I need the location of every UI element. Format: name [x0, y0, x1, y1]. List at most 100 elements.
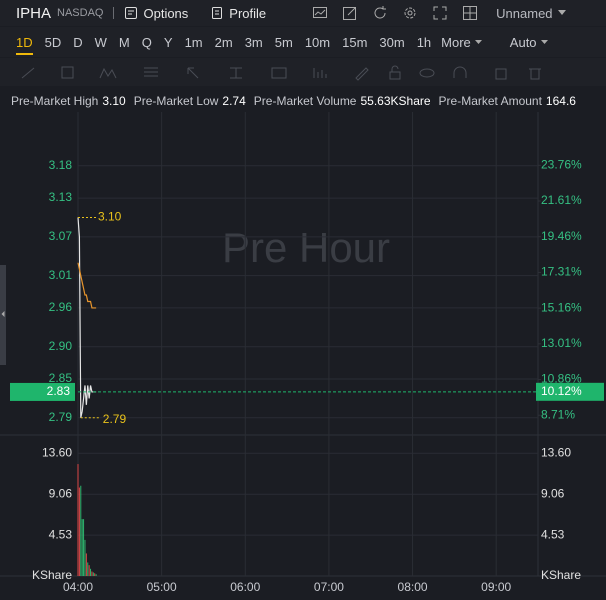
volume-unit: KShare [541, 568, 581, 582]
volume-unit: KShare [32, 568, 72, 582]
interval[interactable]: 30m [379, 35, 405, 50]
volume-bar [87, 562, 89, 576]
separator [113, 7, 115, 19]
drawing-toolbar [0, 58, 606, 86]
last-price-box [10, 382, 75, 401]
volume-bar [80, 485, 82, 576]
y2-tick-label: 21.61% [541, 193, 582, 207]
stat-label: Pre-Market Low [133, 94, 219, 108]
volume-bar [84, 539, 86, 576]
interval[interactable]: M [118, 35, 130, 50]
y2-tick-label: 8.71% [541, 407, 575, 421]
profile-icon [212, 7, 223, 19]
layout-icon[interactable] [462, 5, 478, 21]
volume-bar [83, 519, 85, 576]
y-tick-label: 2.96 [49, 300, 73, 314]
fullscreen-icon[interactable] [432, 5, 448, 21]
x-tick-label: 04:00 [63, 580, 93, 594]
scale-menu[interactable]: Auto [510, 35, 548, 50]
low-label: 2.79 [103, 412, 127, 426]
side-handle-arrow [1, 311, 5, 317]
price-line [77, 217, 97, 418]
stat-label: Pre-Market Amount [438, 94, 542, 108]
y2-tick-label: 15.16% [541, 300, 582, 314]
watermark: Pre Hour [222, 224, 390, 271]
stat-value: 164.6 [545, 94, 576, 108]
y-tick-label: 3.01 [49, 268, 73, 282]
y-tick-label: 2.90 [49, 339, 73, 353]
settings-icon[interactable] [402, 5, 418, 21]
interval[interactable]: Q [141, 35, 152, 50]
volume-bar [90, 568, 92, 576]
y-tick-label: 3.07 [49, 229, 73, 243]
dropdown-arrow [540, 39, 548, 44]
price-line [77, 262, 97, 309]
interval[interactable]: W [94, 35, 107, 50]
symbol[interactable]: IPHA [16, 4, 52, 22]
stat-value: 2.74 [222, 94, 246, 108]
header-icons [312, 5, 478, 21]
y2-tick-label: 4.53 [541, 527, 565, 541]
last-change-label: 10.12% [541, 384, 582, 398]
y-tick-label: 13.60 [42, 445, 72, 459]
interval[interactable]: 5m [274, 35, 293, 50]
interval[interactable]: Y [163, 35, 173, 50]
stat-label: Pre-Market High [11, 94, 99, 108]
x-tick-label: 05:00 [147, 580, 177, 594]
layout-name: Unnamed [496, 5, 553, 21]
volume-bar [88, 565, 90, 576]
stat-value: 3.10 [102, 94, 126, 108]
y2-tick-label: 23.76% [541, 157, 582, 171]
interval[interactable]: 3m [244, 35, 263, 50]
y-tick-label: 2.79 [49, 410, 73, 424]
high-label: 3.10 [98, 210, 122, 224]
stats-list: Pre-Market High 3.10 Pre-Market Low 2.74 Pre… [11, 94, 580, 108]
edit-icon[interactable] [342, 5, 358, 21]
scale-label: Auto [509, 34, 537, 50]
options-icon [125, 7, 138, 19]
volume-bar [94, 573, 96, 576]
volume-bar [85, 553, 87, 576]
interval[interactable]: 5D [44, 35, 62, 50]
header-bar: IPHA NASDAQ Options Profile Unnamed [0, 0, 606, 26]
interval[interactable]: 15m [342, 35, 368, 50]
chart-icon[interactable] [312, 5, 328, 21]
chart: Pre Hour 04:00 05:00 06:00 07:00 08:00 09:00 3… [0, 112, 606, 594]
stat-value: 55.63KShare [360, 94, 431, 108]
interval[interactable]: D [73, 35, 83, 50]
exchange: NASDAQ [57, 7, 104, 19]
volume-bar [91, 571, 93, 576]
volume-bar [81, 519, 83, 576]
y2-tick-label: 13.60 [541, 445, 571, 459]
x-tick-label: 08:00 [398, 580, 428, 594]
layout-select[interactable]: Unnamed [496, 5, 566, 21]
more-menu[interactable]: More [441, 35, 482, 50]
y-tick-label: 2.85 [49, 371, 73, 385]
more-label: More [441, 34, 471, 50]
interval[interactable]: 1h [416, 35, 432, 50]
x-tick-label: 06:00 [230, 580, 260, 594]
y2-tick-label: 19.46% [541, 229, 582, 243]
volume-bar [92, 572, 94, 576]
interval-list: 1D 5D D W M Q Y 1m 2m 3m 5m 10m 15m 30m 1h [16, 29, 431, 55]
interval[interactable]: 2m [214, 35, 233, 50]
interval-bar: 1D 5D D W M Q Y 1m 2m 3m 5m 10m 15m 30m 1h More Auto [0, 27, 606, 57]
drawing-tools [21, 65, 541, 81]
y-tick-label: 3.13 [49, 190, 73, 204]
refresh-icon[interactable] [372, 5, 388, 21]
y2-tick-label: 13.01% [541, 336, 582, 350]
interval[interactable]: 1D [16, 29, 33, 55]
options-button[interactable]: Options [124, 6, 188, 21]
interval[interactable]: 10m [304, 35, 331, 50]
options-label: Options [143, 5, 189, 21]
y-tick-label: 9.06 [49, 486, 73, 500]
dropdown-arrow [557, 10, 566, 15]
last-price-label: 2.83 [47, 384, 71, 398]
stat-label: Pre-Market Volume [253, 94, 357, 108]
interval[interactable]: 1m [184, 35, 203, 50]
profile-button[interactable]: Profile [210, 6, 266, 21]
dropdown-arrow [474, 39, 482, 44]
x-tick-label: 09:00 [481, 580, 511, 594]
volume-bar [95, 574, 97, 576]
